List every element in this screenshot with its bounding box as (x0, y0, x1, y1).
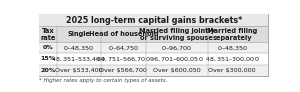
Text: Over $533,400: Over $533,400 (55, 68, 103, 73)
Text: $0 –  $48,350: $0 – $48,350 (217, 44, 248, 52)
Text: $48,351 – $300,000: $48,351 – $300,000 (205, 55, 260, 63)
Text: Married filing
separately: Married filing separately (207, 28, 257, 41)
Bar (39, 14, 268, 76)
Text: $0 –  $64,750: $0 – $64,750 (108, 44, 139, 52)
Bar (39, 42, 268, 53)
Text: * Higher rates apply to certain types of assets.: * Higher rates apply to certain types of… (39, 78, 168, 83)
Text: $48,351 – $533,400: $48,351 – $533,400 (52, 55, 106, 63)
Bar (39, 26, 268, 42)
Text: $64,751 – $566,700: $64,751 – $566,700 (96, 55, 151, 63)
Text: Married filing jointly
or surviving spouse: Married filing jointly or surviving spou… (139, 28, 214, 41)
Text: $0 –  $96,700: $0 – $96,700 (161, 44, 192, 52)
Bar (39, 14, 268, 26)
Text: Tax
rate: Tax rate (40, 28, 56, 41)
Text: Over $600,050: Over $600,050 (153, 68, 200, 73)
Text: 20%: 20% (40, 68, 56, 73)
Text: $0 –  $48,350: $0 – $48,350 (63, 44, 94, 52)
Text: Single: Single (67, 31, 90, 37)
Text: 2025 long-term capital gains brackets*: 2025 long-term capital gains brackets* (66, 16, 242, 25)
Text: $96,701 – $600,050: $96,701 – $600,050 (149, 55, 204, 63)
Text: 0%: 0% (43, 45, 53, 50)
Bar (39, 65, 268, 76)
Text: 15%: 15% (40, 56, 56, 61)
Text: Over $566,700: Over $566,700 (100, 68, 147, 73)
Text: Head of household: Head of household (89, 31, 158, 37)
Bar (39, 53, 268, 65)
Text: Over $300,000: Over $300,000 (208, 68, 256, 73)
